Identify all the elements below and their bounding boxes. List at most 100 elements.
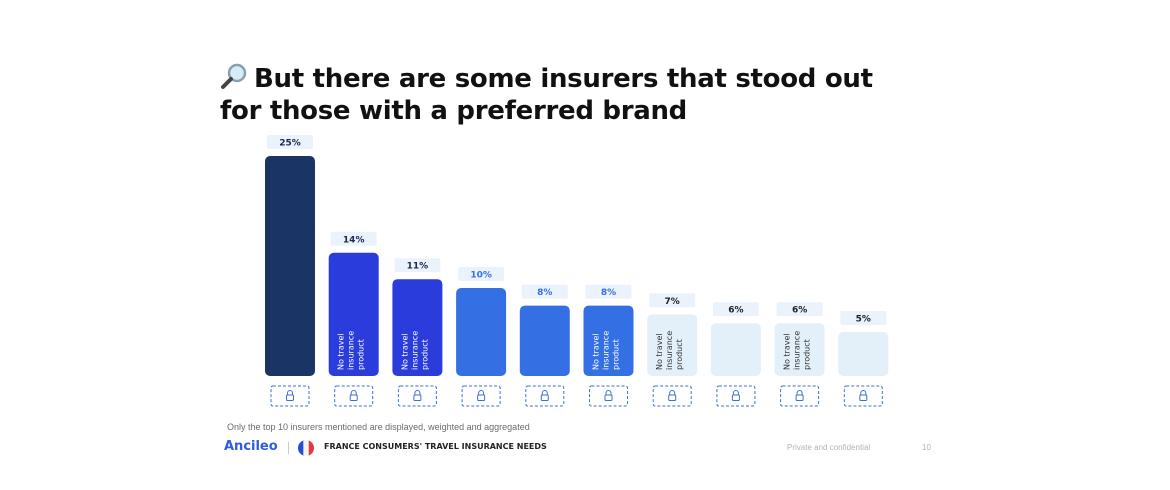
lock-shackle xyxy=(860,390,867,395)
bar-note-line: insurance xyxy=(665,331,674,370)
brand-logo: Ancileo xyxy=(224,439,278,454)
page-title: But there are some insurers that stood o… xyxy=(220,62,920,127)
value-label-bg xyxy=(267,135,313,149)
value-label: 8% xyxy=(601,288,616,298)
bar-note: No travel insurance product xyxy=(400,331,429,370)
lock-body xyxy=(477,394,486,401)
value-label-bg xyxy=(585,284,632,299)
category-placeholder xyxy=(716,385,756,407)
lock-icon xyxy=(540,390,549,401)
category-placeholder xyxy=(397,385,437,407)
value-label: 5% xyxy=(856,315,871,325)
value-label-bg xyxy=(712,302,759,317)
category-placeholder xyxy=(461,385,501,407)
lock-icon xyxy=(477,390,486,401)
lock-body xyxy=(604,394,613,401)
value-label: 11% xyxy=(407,262,429,272)
lock-shackle xyxy=(796,390,803,395)
bar xyxy=(647,314,698,376)
bar-note-line: product xyxy=(803,339,812,370)
bar xyxy=(519,305,570,376)
bar-note-line: No travel xyxy=(592,333,601,370)
bar-note-line: insurance xyxy=(793,331,802,370)
bar-note-line: insurance xyxy=(410,331,419,370)
lock-icon xyxy=(349,390,358,401)
confidential-label: Private and confidential xyxy=(787,443,871,452)
value-label-bg xyxy=(840,311,887,325)
lock-shackle xyxy=(605,390,612,395)
bar-note-line: insurance xyxy=(602,331,611,370)
lock-body xyxy=(731,394,740,401)
lock-body xyxy=(286,394,294,401)
bar-note-line: No travel xyxy=(400,333,409,370)
bar-note-line: product xyxy=(612,339,621,370)
footer: Ancileo FRANCE CONSUMERS' TRAVEL INSURAN… xyxy=(224,438,944,458)
page-title-text: But there are some insurers that stood o… xyxy=(220,64,873,126)
lock-icon xyxy=(668,390,677,401)
bar-note-line: No travel xyxy=(655,333,664,370)
lock-body xyxy=(859,394,868,401)
lock-shackle xyxy=(287,390,293,395)
value-label-bg xyxy=(776,302,823,317)
value-label-bg xyxy=(521,284,568,299)
lock-body xyxy=(413,394,422,401)
bar xyxy=(710,323,761,376)
magnifying-glass-icon xyxy=(221,63,247,89)
lock-body xyxy=(668,394,677,401)
lock-icon xyxy=(286,390,294,401)
lock-icon xyxy=(604,390,613,401)
lock-body xyxy=(795,394,804,401)
footer-divider xyxy=(288,442,289,454)
value-label-bg xyxy=(330,231,377,246)
value-label-bg xyxy=(649,293,696,308)
bar-note-line: No travel xyxy=(783,333,792,370)
category-placeholder xyxy=(270,385,310,407)
value-label-bg xyxy=(458,267,505,281)
value-label: 10% xyxy=(470,271,492,281)
value-label: 8% xyxy=(537,288,552,298)
report-title: FRANCE CONSUMERS' TRAVEL INSURANCE NEEDS xyxy=(324,442,547,451)
category-placeholder xyxy=(843,385,883,407)
footnote: Only the top 10 insurers mentioned are d… xyxy=(227,422,530,432)
lock-icon xyxy=(795,390,804,401)
bar xyxy=(265,156,315,376)
category-placeholder xyxy=(589,385,628,407)
lock-shackle xyxy=(478,390,485,395)
bar-note: No travel insurance product xyxy=(337,331,366,370)
lock-body xyxy=(349,394,358,401)
bar-note-line: product xyxy=(357,339,366,370)
lock-icon xyxy=(731,390,740,401)
bar xyxy=(583,305,634,376)
value-label-bg xyxy=(394,258,441,273)
lock-shackle xyxy=(732,390,739,395)
bar-note-line: product xyxy=(420,339,429,370)
bar xyxy=(838,332,889,376)
bar xyxy=(328,252,379,376)
lock-shackle xyxy=(350,390,357,395)
category-placeholder xyxy=(334,385,374,407)
value-label: 7% xyxy=(665,297,680,307)
lock-shackle xyxy=(669,390,676,395)
lock-icon xyxy=(859,390,868,401)
value-label: 6% xyxy=(792,306,807,316)
bar-note: No travel insurance product xyxy=(655,331,684,370)
bar-note-line: insurance xyxy=(347,331,356,370)
category-placeholder xyxy=(525,385,565,407)
page-number: 10 xyxy=(922,443,931,452)
bar xyxy=(392,279,443,376)
value-label: 14% xyxy=(343,235,365,245)
bar-note-line: No travel xyxy=(337,333,346,370)
lock-icon xyxy=(413,390,422,401)
bar-note: No travel insurance product xyxy=(783,331,812,370)
bar-note-line: product xyxy=(675,339,684,370)
category-placeholder xyxy=(652,385,692,407)
bar xyxy=(774,323,825,376)
bar xyxy=(456,288,507,376)
value-label: 6% xyxy=(728,306,743,316)
france-flag-icon xyxy=(298,440,314,456)
lock-shackle xyxy=(541,390,548,395)
value-label: 25% xyxy=(279,139,301,149)
lock-body xyxy=(540,394,549,401)
lock-shackle xyxy=(414,390,421,395)
